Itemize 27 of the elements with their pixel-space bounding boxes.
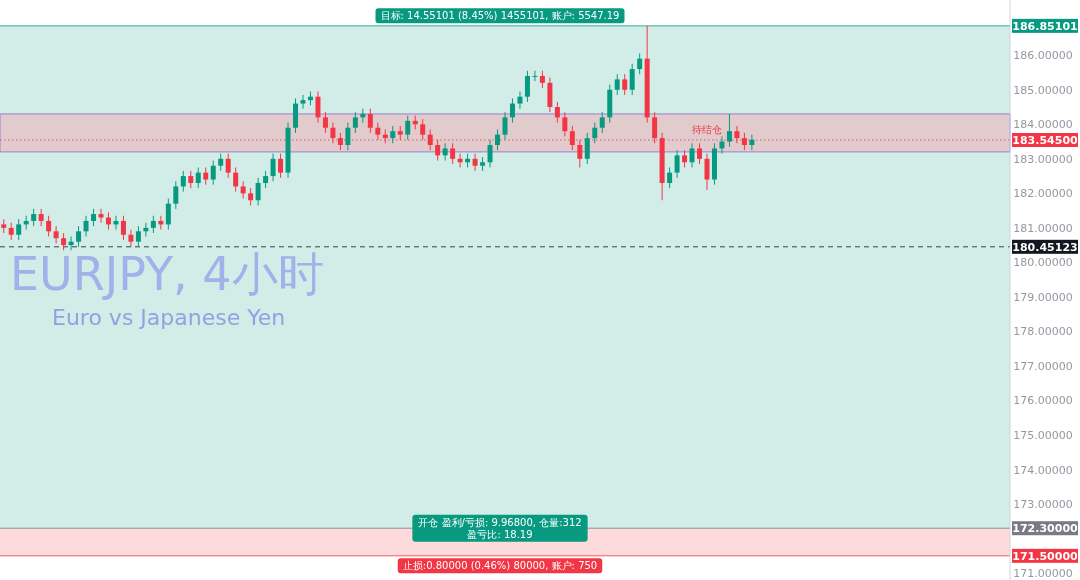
band-label: 目标: 14.55101 (8.45%) 1455101, 账户: 5547.19 — [380, 10, 620, 22]
y-tick-label: 176.00000 — [1013, 394, 1073, 408]
annotation: 开仓 盈利/亏损: 9.96800, 仓量:312 盈亏比: 18.19 — [412, 514, 588, 542]
ref-line-label: 180.45123 — [1012, 240, 1078, 254]
y-tick-label: 185.00000 — [1013, 83, 1073, 97]
y-tick-label: 186.00000 — [1013, 49, 1073, 63]
y-tick-label: 182.00000 — [1013, 187, 1073, 201]
y-tick-label: 175.00000 — [1013, 429, 1073, 442]
y-tick-label: 184.00000 — [1013, 118, 1073, 132]
band-label: 止损:0.80000 (0.46%) 80000, 账户: 750 — [402, 560, 598, 572]
ref-line-label: 183.54500 — [1012, 133, 1079, 147]
y-tick-label: 180.00000 — [1013, 256, 1073, 270]
y-tick-label: 171.00000 — [1013, 567, 1073, 580]
y-tick-label: 181.00000 — [1013, 221, 1073, 235]
band-label: 待结仓 — [692, 123, 722, 135]
ref-line-label: 172.30000 — [1012, 522, 1079, 536]
ref-line-label: 186.85101 — [1012, 19, 1078, 33]
text: EURJPY, 4小时 — [10, 247, 324, 301]
y-tick-label: 177.00000 — [1013, 359, 1073, 373]
text: Euro vs Japanese Yen — [52, 304, 286, 330]
y-tick-label: 183.00000 — [1013, 152, 1073, 166]
y-tick-label: 174.00000 — [1013, 463, 1073, 477]
y-tick-label: 179.00000 — [1013, 290, 1073, 304]
ref-line-label: 171.50000 — [1012, 549, 1079, 563]
annotation: 开仓 盈利/亏损: 9.96800, 仓量:312 盈亏比: 18.19 — [418, 516, 582, 540]
y-tick-label: 178.00000 — [1013, 325, 1073, 339]
y-tick-label: 173.00000 — [1013, 498, 1073, 512]
